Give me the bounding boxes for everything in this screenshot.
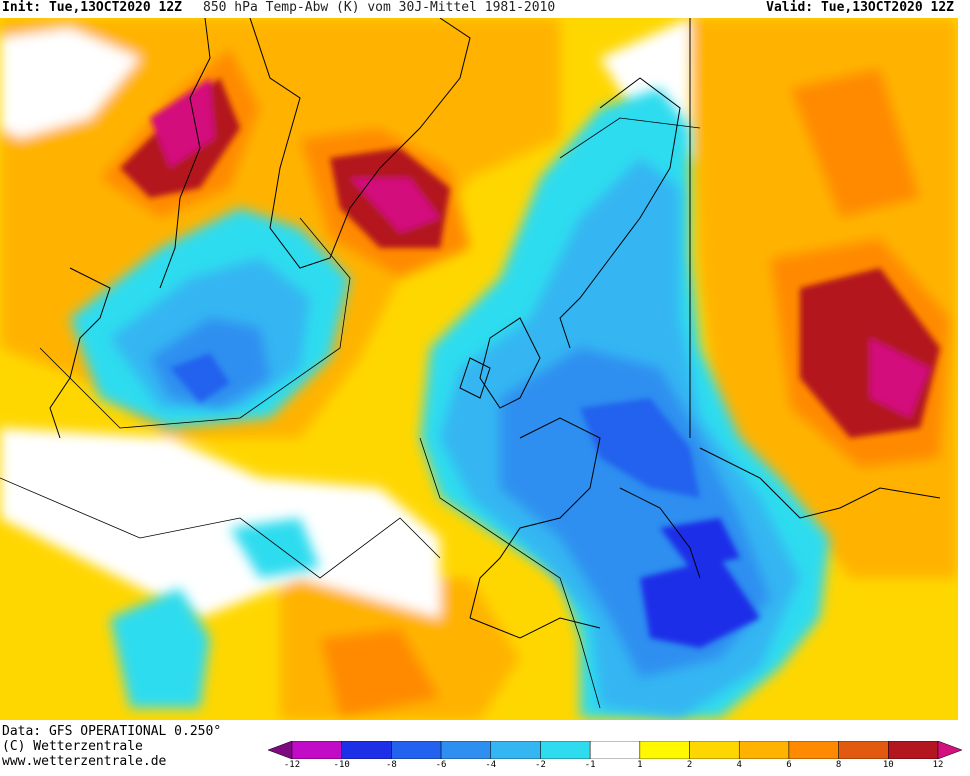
legend-tick-label: -12 (283, 760, 301, 770)
cold-patch-atlantic (230, 518, 320, 578)
coastline-north-africa (469, 617, 601, 639)
cold-core-mediterranean (640, 558, 760, 648)
contour-iberia (419, 437, 601, 709)
legend-swatch (589, 741, 641, 759)
neutral-region-arctic (0, 28, 140, 138)
legend-swatch (341, 741, 392, 759)
legend-swatch (490, 741, 541, 759)
contour-lines (0, 117, 701, 709)
extreme-core-greenland (350, 178, 440, 233)
legend-swatch (540, 741, 591, 759)
cold-core-italy (660, 518, 740, 568)
coastline-scandinavia (559, 77, 681, 349)
coastline-britain (479, 317, 541, 409)
color-legend-bar (268, 741, 962, 759)
contour-labrador (39, 217, 351, 429)
extreme-core-baffin (150, 78, 215, 168)
coastlines (49, 18, 941, 639)
legend-tick-label: 6 (786, 760, 792, 770)
legend-swatch (291, 741, 342, 759)
legend-swatch (440, 741, 492, 759)
copyright-label: (C) Wetterzentrale (2, 739, 143, 754)
legend-swatch (639, 741, 690, 759)
coastline-black-sea (699, 447, 941, 519)
legend-tick-label: 2 (686, 760, 693, 770)
legend-swatch (738, 741, 790, 759)
legend-tick-label: 10 (882, 760, 894, 770)
legend-tick-label: 1 (637, 760, 643, 770)
legend-tick-label: 4 (736, 760, 742, 770)
legend-swatch (268, 741, 293, 759)
contour-norway (559, 117, 701, 159)
cold-core-labrador (170, 353, 230, 403)
warm-core-urals (790, 68, 920, 218)
extreme-core-russia (870, 338, 930, 418)
coastline-labrador (49, 267, 111, 439)
warm-core-sahara (320, 628, 440, 718)
legend-tick-label: 12 (932, 760, 944, 770)
temperature-anomaly-map (0, 18, 958, 720)
legend-tick-label: -4 (485, 760, 497, 770)
legend-swatch (788, 741, 839, 759)
valid-time-label: Valid: Tue,13OCT2020 12Z (766, 0, 954, 15)
legend-tick-label: -8 (385, 760, 397, 770)
legend-swatch (391, 741, 442, 759)
legend-swatch (937, 741, 962, 759)
legend-tick-label: -6 (435, 760, 447, 770)
legend-swatch (689, 741, 740, 759)
website-label: www.wetterzentrale.de (2, 754, 167, 769)
init-time-label: Init: Tue,13OCT2020 12Z (2, 0, 183, 15)
legend-tick-label: 8 (835, 760, 842, 770)
chart-footer: Data: GFS OPERATIONAL 0.250° (C) Wetterz… (0, 722, 970, 776)
data-source-label: Data: GFS OPERATIONAL 0.250° (2, 724, 222, 739)
cold-core-central-europe (580, 398, 700, 498)
map-canvas (0, 18, 958, 720)
legend-cells (268, 741, 962, 759)
legend-swatch (888, 741, 939, 759)
legend-tick-label: -10 (333, 760, 350, 770)
coastline-france-iberia (469, 417, 601, 619)
contour-atlantic (0, 477, 441, 579)
coastline-italy (619, 487, 701, 579)
legend-tick-label: -2 (535, 760, 546, 770)
chart-title: 850 hPa Temp-Abw (K) vom 30J-Mittel 1981… (203, 0, 556, 15)
chart-header: Init: Tue,13OCT2020 12Z 850 hPa Temp-Abw… (0, 0, 970, 16)
coastline-ireland (459, 357, 491, 399)
coastline-baffin-west (159, 18, 211, 289)
cold-region-south-atlantic (110, 588, 210, 708)
legend-tick-label: -1 (584, 760, 596, 770)
legend-swatch (838, 741, 889, 759)
coastline-greenland (249, 18, 471, 269)
